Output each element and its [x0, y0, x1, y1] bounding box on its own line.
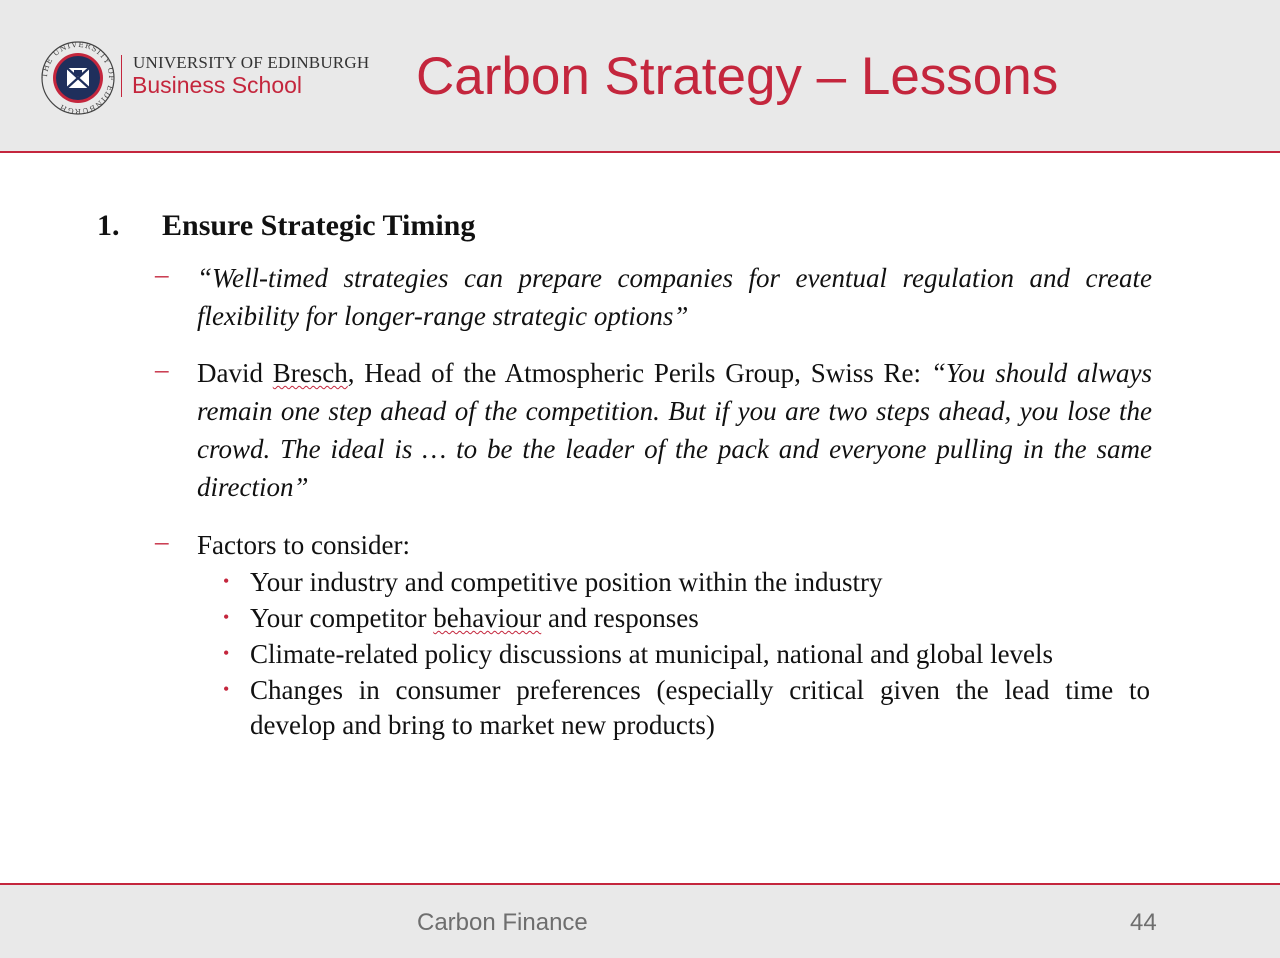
factors-label: Factors to consider:: [197, 530, 410, 560]
factor-item: Changes in consumer preferences (especia…: [250, 675, 1150, 740]
factor-item: Your competitor behaviour and responses: [250, 601, 1150, 636]
section-heading: Ensure Strategic Timing: [162, 209, 476, 242]
logo-divider: [121, 55, 122, 97]
quote-text: “You should always remain one step ahead…: [197, 358, 1152, 502]
dash-marker: –: [155, 354, 169, 384]
university-name: UNIVERSITY OF EDINBURGH: [133, 53, 370, 72]
quote-bresch: David Bresch, Head of the Atmospheric Pe…: [197, 354, 1152, 506]
school-name: Business School: [132, 72, 303, 98]
slide-header: THE UNIVERSITY OF EDINBURGH UNIVERSITY O…: [0, 0, 1280, 153]
dash-marker: –: [155, 259, 169, 289]
university-seal-logo: THE UNIVERSITY OF EDINBURGH: [40, 40, 115, 116]
page-number: 44: [1130, 909, 1157, 936]
factor-item: Your industry and competitive position w…: [250, 567, 883, 597]
bullet-marker: •: [223, 643, 230, 663]
factor-item: Climate-related policy discussions at mu…: [250, 639, 1054, 669]
quote-attribution-prefix: David: [197, 358, 273, 388]
section-number: 1.: [97, 209, 120, 242]
bullet-marker: •: [223, 571, 230, 591]
quote-attribution: , Head of the Atmospheric Perils Group, …: [347, 358, 931, 388]
quote-well-timed: “Well-timed strategies can prepare compa…: [197, 263, 1152, 331]
slide-footer: Carbon Finance 44: [0, 883, 1280, 958]
spellcheck-flagged-word: behaviour: [433, 603, 542, 633]
bullet-marker: •: [223, 679, 230, 699]
bullet-marker: •: [223, 607, 230, 627]
dash-marker: –: [155, 526, 169, 556]
spellcheck-flagged-word: Bresch: [272, 358, 348, 388]
factor-text: Your competitor: [250, 603, 434, 633]
slide-title: Carbon Strategy – Lessons: [416, 47, 1059, 106]
factor-text: and responses: [541, 603, 699, 633]
footer-title: Carbon Finance: [417, 909, 588, 936]
